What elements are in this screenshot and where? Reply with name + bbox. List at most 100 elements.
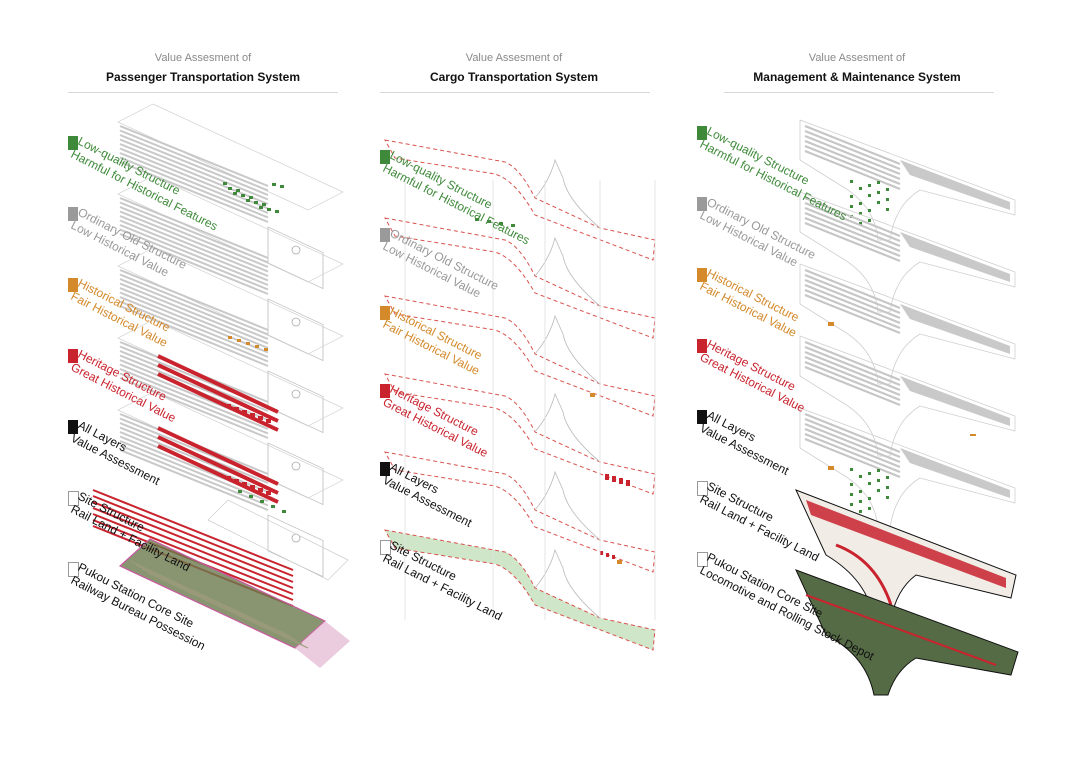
green-structure (236, 189, 240, 192)
rail-track (119, 206, 269, 268)
green-structure (850, 468, 853, 471)
rail-track (804, 211, 901, 253)
facility-land (207, 499, 349, 581)
green-structure (886, 486, 889, 489)
red-swatch (697, 339, 707, 353)
cargo-layer-all (384, 451, 656, 573)
empty-swatch (380, 540, 391, 555)
heritage-building (234, 407, 239, 411)
heritage-building (226, 476, 231, 480)
rail-land (92, 495, 294, 577)
rail-track (119, 273, 269, 336)
black-swatch (380, 462, 390, 476)
rail-track (119, 125, 269, 187)
green-structure (233, 192, 237, 195)
rail-track (804, 268, 901, 310)
green-structure (868, 507, 871, 510)
green-structure (850, 503, 853, 506)
green-structure (859, 510, 862, 513)
depot-band (900, 304, 1010, 354)
orange-structure (828, 466, 834, 470)
rail-track (804, 412, 901, 454)
heritage-platform (157, 444, 279, 504)
rail-track (119, 440, 269, 502)
heritage-platform (157, 372, 279, 432)
empty-swatch (68, 491, 79, 506)
orange-swatch (697, 268, 707, 282)
cargo-spur (534, 470, 601, 541)
orange-structure (228, 336, 232, 339)
green-structure (868, 482, 871, 485)
rail-track (119, 219, 269, 282)
management-core-site (795, 569, 1019, 696)
green-structure (868, 209, 871, 212)
station-block (267, 298, 324, 362)
heritage-building (266, 419, 271, 423)
green-structure (850, 493, 853, 496)
column-title: Management & Maintenance System (753, 70, 961, 84)
green-swatch (380, 150, 390, 164)
green-structure (262, 203, 266, 206)
green-structure (877, 201, 880, 204)
heritage-building (226, 404, 231, 408)
rail-track (804, 149, 901, 191)
green-structure (850, 205, 853, 208)
green-structure (249, 196, 253, 199)
heritage-building (600, 551, 603, 555)
cargo-spur (534, 392, 601, 463)
cargo-outline (384, 451, 656, 573)
rail-track (804, 216, 901, 258)
grey-swatch (380, 228, 390, 242)
rail-track (119, 291, 269, 354)
rail-track (119, 161, 269, 223)
green-structure (859, 490, 862, 493)
passenger-core-site (118, 538, 350, 668)
rail-track (119, 197, 269, 259)
rail-track (119, 156, 269, 219)
management-layer-grey (799, 191, 1016, 313)
heritage-building (258, 488, 263, 492)
rail-track (804, 273, 901, 315)
header-divider (724, 92, 994, 93)
green-structure (877, 181, 880, 184)
rail-track (119, 228, 269, 291)
rail-track (119, 269, 269, 331)
heritage-platform (157, 363, 279, 423)
rail-track (119, 444, 269, 507)
roundabout (291, 389, 301, 399)
green-structure (859, 222, 862, 225)
grey-swatch (68, 207, 78, 221)
green-structure (886, 198, 889, 201)
rail-track (119, 215, 269, 277)
rail-land (806, 500, 1006, 588)
rail-track (119, 147, 269, 210)
green-structure (877, 469, 880, 472)
management-layer-all (799, 407, 1016, 529)
green-structure (475, 218, 479, 221)
cargo-spur (534, 236, 601, 307)
heritage-building (605, 474, 609, 480)
adjacent-land (295, 621, 350, 668)
rail-track (119, 152, 269, 214)
rail-track (804, 288, 901, 330)
cargo-layer-grey (384, 217, 656, 339)
green-structure (487, 220, 491, 223)
orange-structure (617, 560, 622, 564)
grey-swatch (697, 197, 707, 211)
orange-structure (590, 393, 595, 397)
green-structure (850, 483, 853, 486)
rail-track (804, 129, 901, 171)
passenger-layer-red (117, 319, 344, 506)
rail-track (804, 340, 901, 382)
rail-land (92, 513, 294, 595)
cargo-outline (384, 529, 656, 651)
rail-track (804, 221, 901, 263)
rail-track (119, 210, 269, 273)
cargo-spur (534, 158, 601, 229)
cargo-outline (384, 217, 656, 339)
rail-track (804, 417, 901, 459)
heritage-building (258, 416, 263, 420)
green-structure (241, 194, 245, 197)
green-structure (859, 187, 862, 190)
green-structure (886, 496, 889, 499)
